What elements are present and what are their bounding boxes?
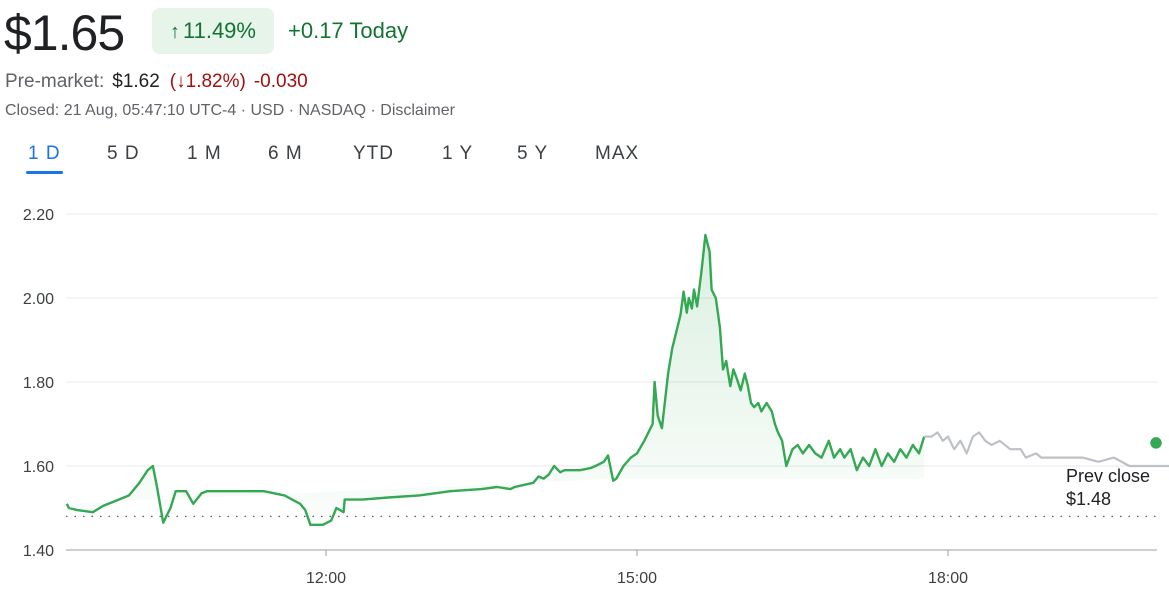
y-tick-label: 1.40 [23, 543, 54, 560]
tab-1y[interactable]: 1 Y [442, 143, 474, 164]
regular-session-area [66, 235, 925, 525]
chart-annotations: Prev close $1.48 [66, 435, 1164, 518]
tab-ytd[interactable]: YTD [353, 143, 394, 164]
after-hours-line [924, 431, 1169, 468]
tab-6m[interactable]: 6 M [268, 143, 303, 164]
y-tick-label: 2.20 [23, 207, 54, 224]
prev-close-label: Prev close [1066, 466, 1150, 486]
change-today: +0.17 Today [288, 18, 409, 43]
change-percent: 11.49% [183, 18, 256, 43]
tab-5d[interactable]: 5 D [107, 143, 140, 164]
closed-info: Closed: 21 Aug, 05:47:10 UTC-4 · USD · N… [5, 102, 381, 119]
arrow-down-icon: ↓ [176, 71, 186, 92]
tab-max[interactable]: MAX [595, 143, 640, 164]
tab-5y[interactable]: 5 Y [517, 143, 549, 164]
current-price: $1.65 [4, 5, 125, 61]
tab-1d[interactable]: 1 D [26, 138, 63, 174]
chart-grid [66, 213, 1157, 551]
disclaimer-link[interactable]: Disclaimer [380, 102, 455, 119]
y-tick-label: 2.00 [23, 291, 54, 308]
x-axis: 12:00 15:00 18:00 [306, 550, 968, 587]
arrow-up-icon: ↑ [170, 21, 180, 43]
change-percent-badge: ↑ 11.49% [152, 8, 274, 54]
y-tick-label: 1.80 [23, 375, 54, 392]
range-tabs: 1 D 5 D 1 M 6 M YTD 1 Y 5 Y MAX [0, 138, 700, 174]
chart-series [65, 233, 1169, 526]
premarket-price: $1.62 [112, 71, 160, 92]
tab-1m[interactable]: 1 M [187, 143, 222, 164]
premarket-row: Pre-market: $1.62 (↓1.82%) -0.030 [5, 68, 308, 96]
last-price-dot [1148, 435, 1164, 451]
premarket-percent-value: 1.82% [185, 71, 240, 92]
regular-session-line [65, 233, 926, 526]
prev-close-value: $1.48 [1066, 489, 1111, 509]
x-tick-label: 18:00 [928, 570, 968, 587]
x-tick-label: 15:00 [617, 570, 657, 587]
x-tick-label: 12:00 [306, 570, 346, 587]
premarket-percent: (↓1.82%) [169, 71, 246, 92]
market-status: Closed: 21 Aug, 05:47:10 UTC-4 · USD · N… [5, 100, 455, 122]
y-tick-label: 1.60 [23, 459, 54, 476]
y-axis: 2.20 2.00 1.80 1.60 1.40 [23, 207, 54, 560]
premarket-label: Pre-market: [5, 71, 105, 92]
premarket-change: -0.030 [253, 71, 308, 92]
